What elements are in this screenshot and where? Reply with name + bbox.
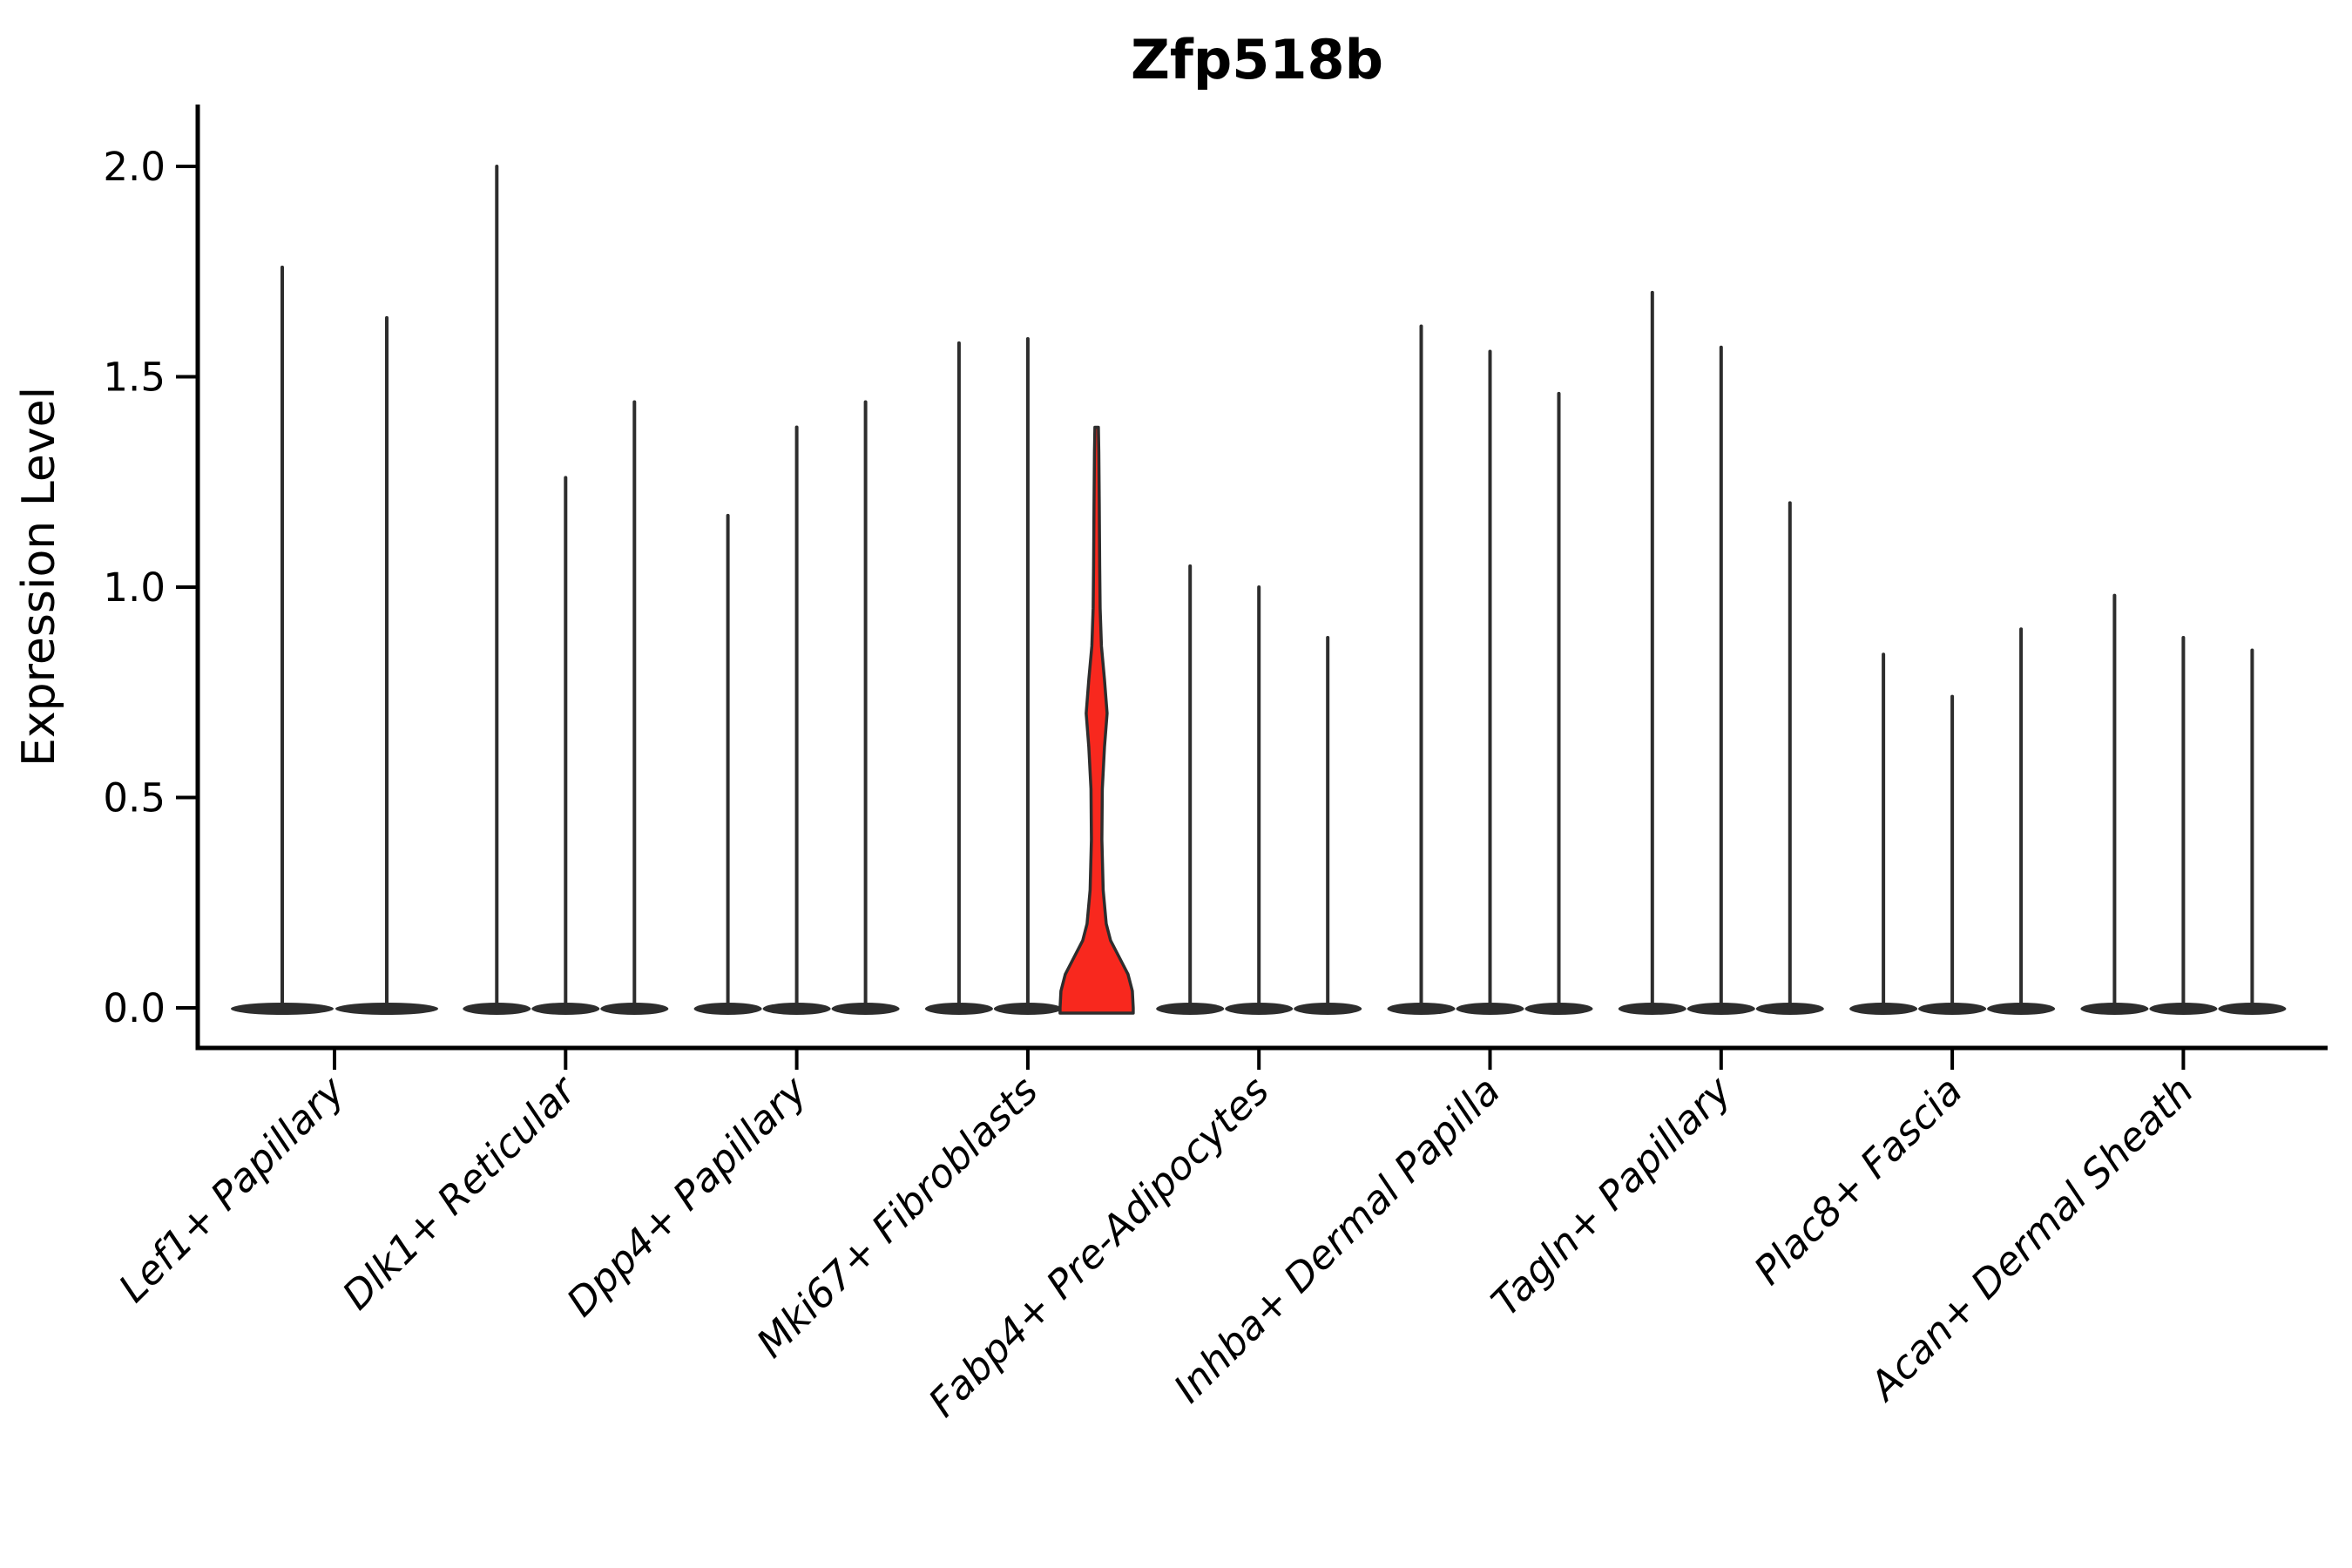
x-tick-label: Tagln+ Papillary xyxy=(1483,1066,1741,1325)
y-axis-label: Expression Level xyxy=(13,387,65,767)
y-tick-label: 1.5 xyxy=(103,355,166,401)
x-tick-label: Dpp4+ Papillary xyxy=(558,1066,816,1325)
x-tick-label: Dlk1+ Reticular xyxy=(334,1066,586,1319)
y-tick-label: 2.0 xyxy=(103,144,166,190)
x-tick-label: Lef1+ Papillary xyxy=(110,1066,355,1311)
y-tick-label: 0.5 xyxy=(103,775,166,821)
violin-highlighted xyxy=(1058,425,1135,1015)
chart-title: Zfp518b xyxy=(1131,28,1383,91)
x-tick-label: Plac8+ Fascia xyxy=(1745,1067,1971,1294)
y-tick-label: 0.0 xyxy=(103,985,166,1031)
y-tick-label: 1.0 xyxy=(103,564,166,611)
